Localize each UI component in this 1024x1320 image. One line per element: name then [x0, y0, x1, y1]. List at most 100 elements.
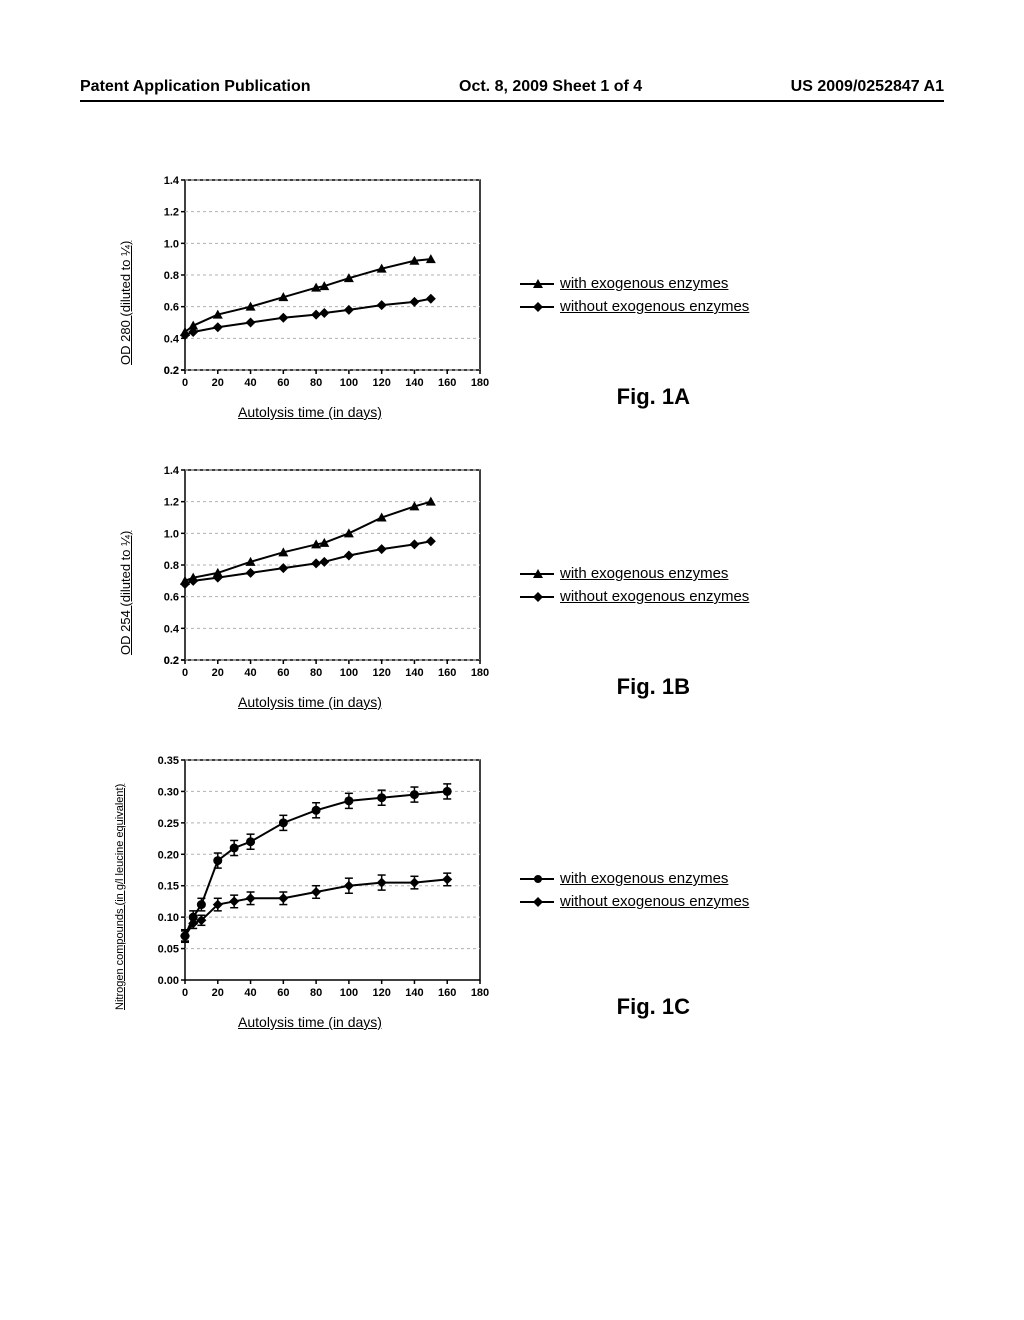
svg-text:160: 160	[438, 377, 456, 389]
xlabel-1a: Autolysis time (in days)	[130, 404, 490, 420]
chart-1c: Nitrogen compounds (in g/l leucine equiv…	[130, 750, 490, 1030]
legend-item: without exogenous enzymes	[520, 298, 749, 315]
svg-text:120: 120	[372, 667, 390, 679]
chart-row-1c: Nitrogen compounds (in g/l leucine equiv…	[130, 750, 910, 1030]
fig-label-1b: Fig. 1B	[617, 674, 690, 700]
svg-text:0.6: 0.6	[164, 592, 179, 604]
chart-svg-1a: 0.20.20.40.60.81.01.21.40204060801001201…	[130, 170, 490, 400]
svg-text:0.4: 0.4	[164, 623, 180, 635]
page-header: Patent Application Publication Oct. 8, 2…	[0, 78, 1024, 96]
legend-label: with exogenous enzymes	[560, 565, 728, 582]
svg-text:0.2: 0.2	[164, 365, 179, 377]
legend-item: with exogenous enzymes	[520, 275, 749, 292]
svg-text:0: 0	[182, 667, 188, 679]
legend-item: without exogenous enzymes	[520, 588, 749, 605]
chart-1b: OD 254 (diluted to ¼) 0.20.20.40.60.81.0…	[130, 460, 490, 710]
figure-area: OD 280 (diluted to ¼) 0.20.20.40.60.81.0…	[130, 170, 910, 1030]
svg-text:180: 180	[471, 987, 489, 999]
svg-text:60: 60	[277, 377, 289, 389]
svg-text:1.0: 1.0	[164, 528, 179, 540]
legend-line	[520, 878, 554, 880]
chart-row-1b: OD 254 (diluted to ¼) 0.20.20.40.60.81.0…	[130, 460, 910, 710]
legend-label: without exogenous enzymes	[560, 298, 749, 315]
svg-text:140: 140	[405, 377, 423, 389]
svg-text:100: 100	[340, 377, 358, 389]
xlabel-1b: Autolysis time (in days)	[130, 694, 490, 710]
fig-label-1c: Fig. 1C	[617, 994, 690, 1020]
legend-line	[520, 596, 554, 598]
svg-text:40: 40	[244, 667, 256, 679]
svg-text:80: 80	[310, 377, 322, 389]
svg-text:0.20: 0.20	[158, 849, 179, 861]
svg-text:20: 20	[212, 987, 224, 999]
svg-text:0.10: 0.10	[158, 912, 179, 924]
header-center: Oct. 8, 2009 Sheet 1 of 4	[459, 78, 642, 96]
legend-label: with exogenous enzymes	[560, 275, 728, 292]
legend-line	[520, 283, 554, 285]
fig-label-1a: Fig. 1A	[617, 384, 690, 410]
ylabel-1c: Nitrogen compounds (in g/l leucine equiv…	[114, 784, 126, 1010]
diamond-icon	[532, 591, 544, 603]
svg-text:0.25: 0.25	[158, 818, 179, 830]
diamond-icon	[532, 301, 544, 313]
svg-text:40: 40	[244, 987, 256, 999]
svg-text:0.35: 0.35	[158, 755, 179, 767]
legend-line	[520, 306, 554, 308]
diamond-icon	[532, 896, 544, 908]
legend-1a: with exogenous enzymes without exogenous…	[520, 269, 749, 321]
svg-text:80: 80	[310, 987, 322, 999]
xlabel-1c: Autolysis time (in days)	[130, 1014, 490, 1030]
legend-label: with exogenous enzymes	[560, 870, 728, 887]
header-right: US 2009/0252847 A1	[791, 78, 944, 96]
svg-text:120: 120	[372, 987, 390, 999]
svg-text:0.15: 0.15	[158, 881, 179, 893]
legend-1c: with exogenous enzymes without exogenous…	[520, 864, 749, 916]
svg-text:0.8: 0.8	[164, 270, 179, 282]
legend-label: without exogenous enzymes	[560, 588, 749, 605]
svg-text:1.0: 1.0	[164, 238, 179, 250]
svg-text:120: 120	[372, 377, 390, 389]
chart-1a: OD 280 (diluted to ¼) 0.20.20.40.60.81.0…	[130, 170, 490, 420]
svg-text:0.8: 0.8	[164, 560, 179, 572]
ylabel-1b: OD 254 (diluted to ¼)	[118, 531, 133, 655]
legend-label: without exogenous enzymes	[560, 893, 749, 910]
legend-line	[520, 901, 554, 903]
svg-text:160: 160	[438, 667, 456, 679]
svg-text:160: 160	[438, 987, 456, 999]
header-rule	[80, 100, 944, 102]
legend-item: with exogenous enzymes	[520, 565, 749, 582]
chart-svg-1c: 0.00 0.05 0.10 0.15 0.20 0.25 0.30 0.35 0 20 40 60 8…	[130, 750, 490, 1010]
legend-1b: with exogenous enzymes without exogenous…	[520, 559, 749, 611]
circle-icon	[532, 873, 544, 885]
svg-text:0.30: 0.30	[158, 786, 179, 798]
svg-text:40: 40	[244, 377, 256, 389]
svg-text:0: 0	[182, 987, 188, 999]
svg-text:0: 0	[182, 377, 188, 389]
svg-text:20: 20	[212, 667, 224, 679]
svg-text:0.05: 0.05	[158, 944, 179, 956]
svg-text:1.4: 1.4	[164, 465, 180, 477]
legend-item: without exogenous enzymes	[520, 893, 749, 910]
svg-text:140: 140	[405, 667, 423, 679]
legend-item: with exogenous enzymes	[520, 870, 749, 887]
svg-text:1.4: 1.4	[164, 175, 180, 187]
header-left: Patent Application Publication	[80, 78, 311, 96]
svg-text:60: 60	[277, 987, 289, 999]
chart-svg-1b: 0.20.20.40.60.81.01.21.40204060801001201…	[130, 460, 490, 690]
svg-text:0.2: 0.2	[164, 655, 179, 667]
triangle-icon	[532, 278, 544, 290]
svg-text:140: 140	[405, 987, 423, 999]
legend-line	[520, 573, 554, 575]
svg-text:1.2: 1.2	[164, 207, 179, 219]
svg-text:100: 100	[340, 987, 358, 999]
svg-text:1.2: 1.2	[164, 497, 179, 509]
svg-text:80: 80	[310, 667, 322, 679]
chart-row-1a: OD 280 (diluted to ¼) 0.20.20.40.60.81.0…	[130, 170, 910, 420]
svg-text:20: 20	[212, 377, 224, 389]
svg-text:180: 180	[471, 377, 489, 389]
svg-text:0.6: 0.6	[164, 302, 179, 314]
svg-text:0.00: 0.00	[158, 975, 179, 987]
svg-text:100: 100	[340, 667, 358, 679]
ylabel-1a: OD 280 (diluted to ¼)	[118, 241, 133, 365]
svg-text:60: 60	[277, 667, 289, 679]
